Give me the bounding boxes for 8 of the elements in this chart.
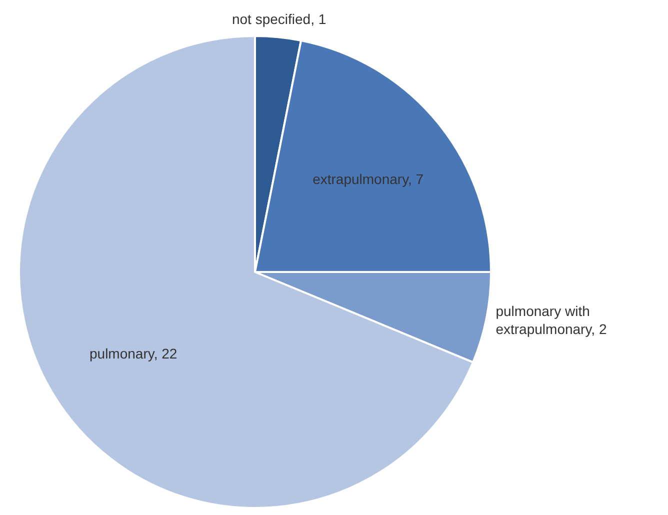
- data-label: , 2: [591, 320, 607, 337]
- slice-label: not specified: [232, 10, 311, 27]
- data-label: , 7: [408, 171, 424, 188]
- data-label: , 22: [154, 345, 178, 362]
- slice-label: pulmonary with extrapulmonary: [496, 302, 592, 337]
- data-label: , 1: [310, 10, 326, 27]
- slice-label: extrapulmonary: [312, 171, 410, 188]
- slice-label: pulmonary: [89, 345, 155, 362]
